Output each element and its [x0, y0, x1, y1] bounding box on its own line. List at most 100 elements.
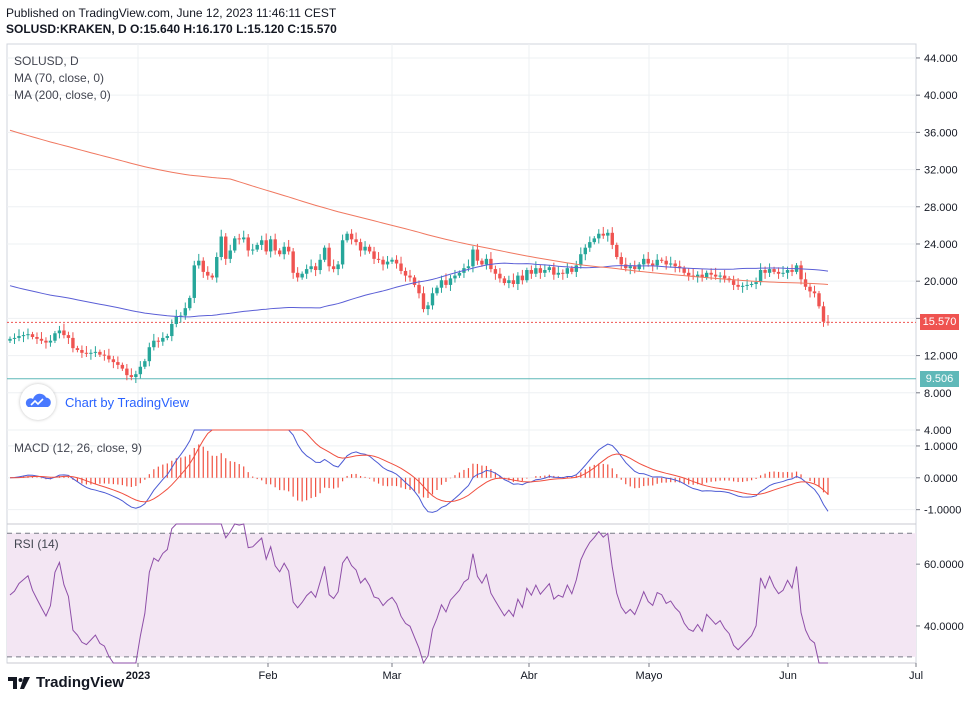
candle [120, 364, 125, 369]
candle [39, 338, 44, 341]
candle [812, 291, 817, 294]
candle [808, 286, 812, 292]
candle [57, 330, 62, 334]
candle [201, 260, 205, 272]
candle [251, 249, 255, 251]
candle [826, 321, 830, 323]
candle [237, 238, 241, 240]
candle [295, 272, 300, 278]
candle [147, 347, 152, 362]
candle [179, 315, 183, 317]
candle [98, 351, 102, 355]
x-tick-label: Feb [259, 670, 278, 682]
candle [817, 293, 821, 307]
x-tick-label: Mayo [636, 670, 663, 682]
candle [30, 334, 35, 337]
candle [394, 259, 399, 264]
candle [390, 259, 394, 262]
candle [736, 284, 740, 287]
candle [642, 258, 646, 265]
candle [561, 272, 565, 274]
candle [66, 335, 71, 338]
candle [439, 280, 444, 288]
candle [26, 334, 30, 336]
tradingview-logo-icon [8, 676, 30, 689]
candle [255, 244, 259, 250]
candle [161, 337, 165, 342]
candle [534, 268, 538, 274]
candle [224, 236, 228, 259]
candle [731, 280, 736, 285]
candle [62, 330, 66, 336]
candle [35, 336, 39, 339]
candle [44, 340, 48, 343]
footer-brand[interactable]: TradingView [36, 674, 125, 691]
candle [543, 270, 547, 273]
candle [399, 263, 403, 271]
candle [570, 268, 574, 272]
candle [498, 273, 502, 279]
candle [686, 272, 691, 276]
candle [660, 259, 664, 261]
candle [471, 249, 475, 267]
candle [606, 232, 610, 236]
candle [363, 246, 367, 251]
x-tick-label: Jun [779, 670, 797, 682]
candle [430, 293, 435, 306]
candle [152, 340, 156, 348]
tradingview-footer-logo[interactable]: TradingView [8, 674, 124, 691]
candle [322, 247, 327, 260]
candle [619, 256, 623, 265]
candle [12, 337, 17, 339]
candle [695, 274, 700, 277]
candle [516, 275, 520, 284]
candle [453, 275, 457, 279]
y-tick-label: 4.000 [924, 425, 952, 437]
candle [206, 271, 210, 276]
candle [349, 233, 354, 240]
candle [17, 336, 21, 338]
ma70-line [9, 262, 829, 318]
candle [592, 238, 596, 243]
chart-by-tradingview-badge[interactable]: Chart by TradingView [20, 384, 189, 420]
legend-ma200: MA (200, close, 0) [14, 88, 111, 102]
candle [624, 264, 628, 269]
candle [286, 246, 291, 252]
candle [651, 263, 655, 266]
candle [129, 375, 134, 377]
candle [673, 263, 677, 267]
ma200-line [9, 129, 829, 285]
signal-line [9, 429, 829, 503]
candle [273, 239, 277, 251]
y-tick-label: 8.000 [924, 388, 952, 400]
candle [758, 270, 763, 283]
candle [372, 251, 376, 259]
candle [138, 366, 143, 375]
candle [385, 261, 390, 265]
candle [588, 242, 592, 248]
candle [246, 237, 250, 251]
candle [538, 268, 543, 273]
candle [633, 266, 637, 270]
candle [597, 233, 601, 239]
candle [704, 272, 709, 278]
candle [484, 258, 489, 265]
candle [188, 297, 192, 309]
candle [408, 275, 412, 278]
candle [116, 362, 120, 365]
candle [107, 355, 111, 360]
y-tick-label: 36.000 [924, 127, 958, 139]
candle [444, 280, 448, 285]
badge-label[interactable]: Chart by TradingView [65, 394, 190, 410]
candle [48, 340, 53, 343]
candle [367, 246, 372, 252]
candle [776, 271, 781, 274]
y-tick-label: 0.0000 [924, 473, 958, 485]
candle [713, 274, 718, 277]
candle [89, 352, 93, 354]
candle [233, 238, 237, 251]
candle [511, 280, 516, 284]
candle [655, 259, 659, 266]
candle [682, 268, 686, 273]
